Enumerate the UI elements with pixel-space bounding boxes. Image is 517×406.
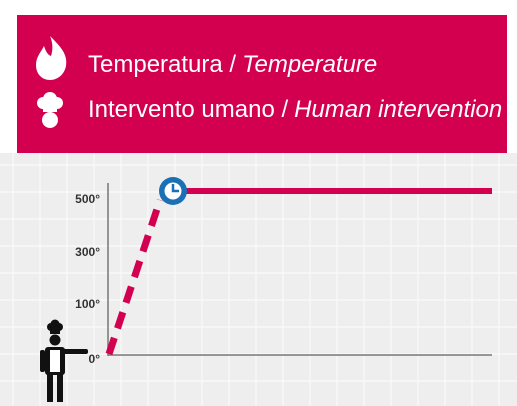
legend-label: Temperatura / [88, 51, 236, 78]
clock-icon [159, 177, 187, 205]
y-tick-label: 0° [89, 352, 101, 366]
legend-temperature: Temperatura /Temperature [88, 51, 377, 78]
infographic: Temperatura /Temperature Intervento uman… [0, 0, 517, 406]
y-tick-label: 300° [75, 245, 100, 259]
legend-label-en: Human intervention [294, 96, 502, 123]
legend-label: Intervento umano / [88, 96, 288, 123]
y-tick-label: 100° [75, 297, 100, 311]
header [17, 15, 507, 153]
y-tick-label: 500° [75, 192, 100, 206]
legend-label-en: Temperature [242, 51, 377, 78]
legend-human: Intervento umano /Human intervention [88, 96, 502, 123]
